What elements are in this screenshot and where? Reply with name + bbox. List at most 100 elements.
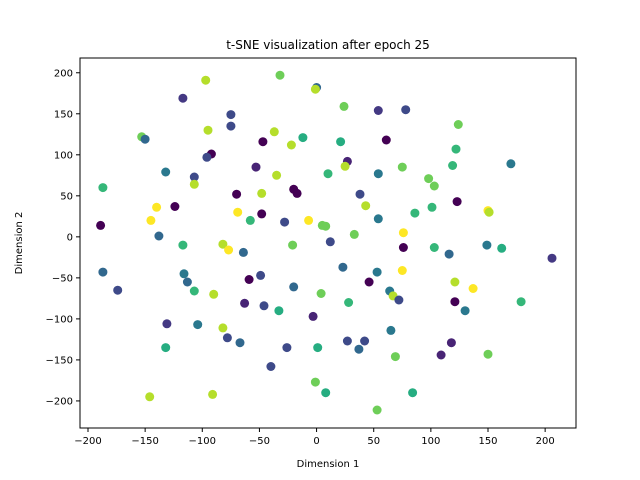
data-point <box>233 207 243 217</box>
data-point <box>298 133 308 143</box>
y-tick-label: 50 <box>60 191 73 202</box>
data-point <box>453 120 463 129</box>
x-axis-ticks: −200 −150 −100 −50 0 50 100 150 200 <box>74 428 555 447</box>
data-point <box>189 172 199 182</box>
data-point <box>355 189 365 199</box>
data-point <box>288 240 298 250</box>
data-point <box>336 137 346 147</box>
data-point <box>162 319 172 329</box>
data-point <box>257 188 267 198</box>
data-point <box>222 333 232 343</box>
data-point <box>344 298 354 307</box>
y-tick-label: 100 <box>54 150 73 161</box>
data-point <box>282 343 292 353</box>
data-point <box>484 207 494 217</box>
data-point <box>98 183 108 193</box>
y-tick-label: −150 <box>46 355 73 366</box>
data-point <box>373 214 383 224</box>
y-tick-label: −200 <box>46 396 73 407</box>
data-point <box>325 237 335 247</box>
data-point <box>360 336 370 346</box>
data-point <box>251 162 261 172</box>
data-point <box>483 349 493 359</box>
data-point <box>429 181 439 191</box>
data-point <box>244 275 254 284</box>
x-tick-label: 0 <box>313 436 319 447</box>
data-point <box>218 323 228 333</box>
data-point <box>372 267 382 277</box>
data-point <box>272 170 282 180</box>
data-point <box>450 297 460 307</box>
data-point <box>398 228 408 238</box>
data-point <box>342 336 352 346</box>
x-tick-label: 200 <box>536 436 555 447</box>
data-point <box>401 105 411 115</box>
data-point <box>429 243 439 252</box>
data-point <box>482 240 492 250</box>
data-point <box>398 243 408 252</box>
data-point <box>178 240 188 250</box>
data-point <box>235 338 245 348</box>
data-point <box>161 343 171 353</box>
data-point <box>259 301 269 311</box>
data-point <box>448 161 458 170</box>
data-point <box>161 167 171 177</box>
data-point <box>218 239 228 249</box>
data-point <box>338 262 348 272</box>
data-point <box>256 270 266 280</box>
x-tick-label: 150 <box>478 436 497 447</box>
data-point <box>408 388 418 398</box>
data-point <box>372 405 382 415</box>
data-point <box>289 282 299 292</box>
data-point <box>154 231 164 241</box>
x-tick-label: −50 <box>249 436 270 447</box>
data-point <box>452 197 462 207</box>
data-point <box>152 202 162 212</box>
data-point <box>304 215 314 225</box>
data-point <box>397 162 407 172</box>
x-tick-label: 100 <box>421 436 440 447</box>
data-point <box>238 247 248 257</box>
data-point <box>189 179 199 189</box>
data-point <box>202 152 212 162</box>
data-point <box>208 389 218 399</box>
data-point <box>269 127 279 137</box>
data-point <box>316 289 326 298</box>
data-point <box>339 101 349 111</box>
data-point <box>201 75 211 85</box>
data-point <box>516 297 526 307</box>
data-point <box>232 189 242 199</box>
data-point <box>340 161 350 171</box>
y-tick-label: −100 <box>46 314 73 325</box>
data-point <box>280 217 290 227</box>
y-tick-label: 200 <box>54 68 73 79</box>
data-point <box>446 338 456 348</box>
x-axis-label: Dimension 1 <box>297 459 360 470</box>
data-point <box>170 202 180 211</box>
data-point <box>390 352 400 362</box>
data-point <box>310 377 320 387</box>
data-point <box>506 159 516 169</box>
data-point <box>292 188 302 198</box>
data-point <box>209 289 219 299</box>
data-point <box>323 169 333 179</box>
data-point <box>274 306 284 316</box>
data-point <box>410 208 420 218</box>
data-point <box>258 137 268 147</box>
chart-title: t-SNE visualization after epoch 25 <box>226 38 430 52</box>
data-point <box>354 344 364 354</box>
x-tick-label: −150 <box>131 436 158 447</box>
data-point <box>373 169 383 179</box>
data-point <box>113 285 123 295</box>
data-point <box>189 286 199 296</box>
data-point <box>140 134 150 144</box>
y-axis-label: Dimension 2 <box>14 212 25 275</box>
data-point <box>286 140 296 150</box>
data-point <box>321 388 331 398</box>
data-point <box>468 284 478 293</box>
data-point <box>364 277 374 287</box>
data-point <box>321 221 331 231</box>
data-point <box>275 70 285 80</box>
